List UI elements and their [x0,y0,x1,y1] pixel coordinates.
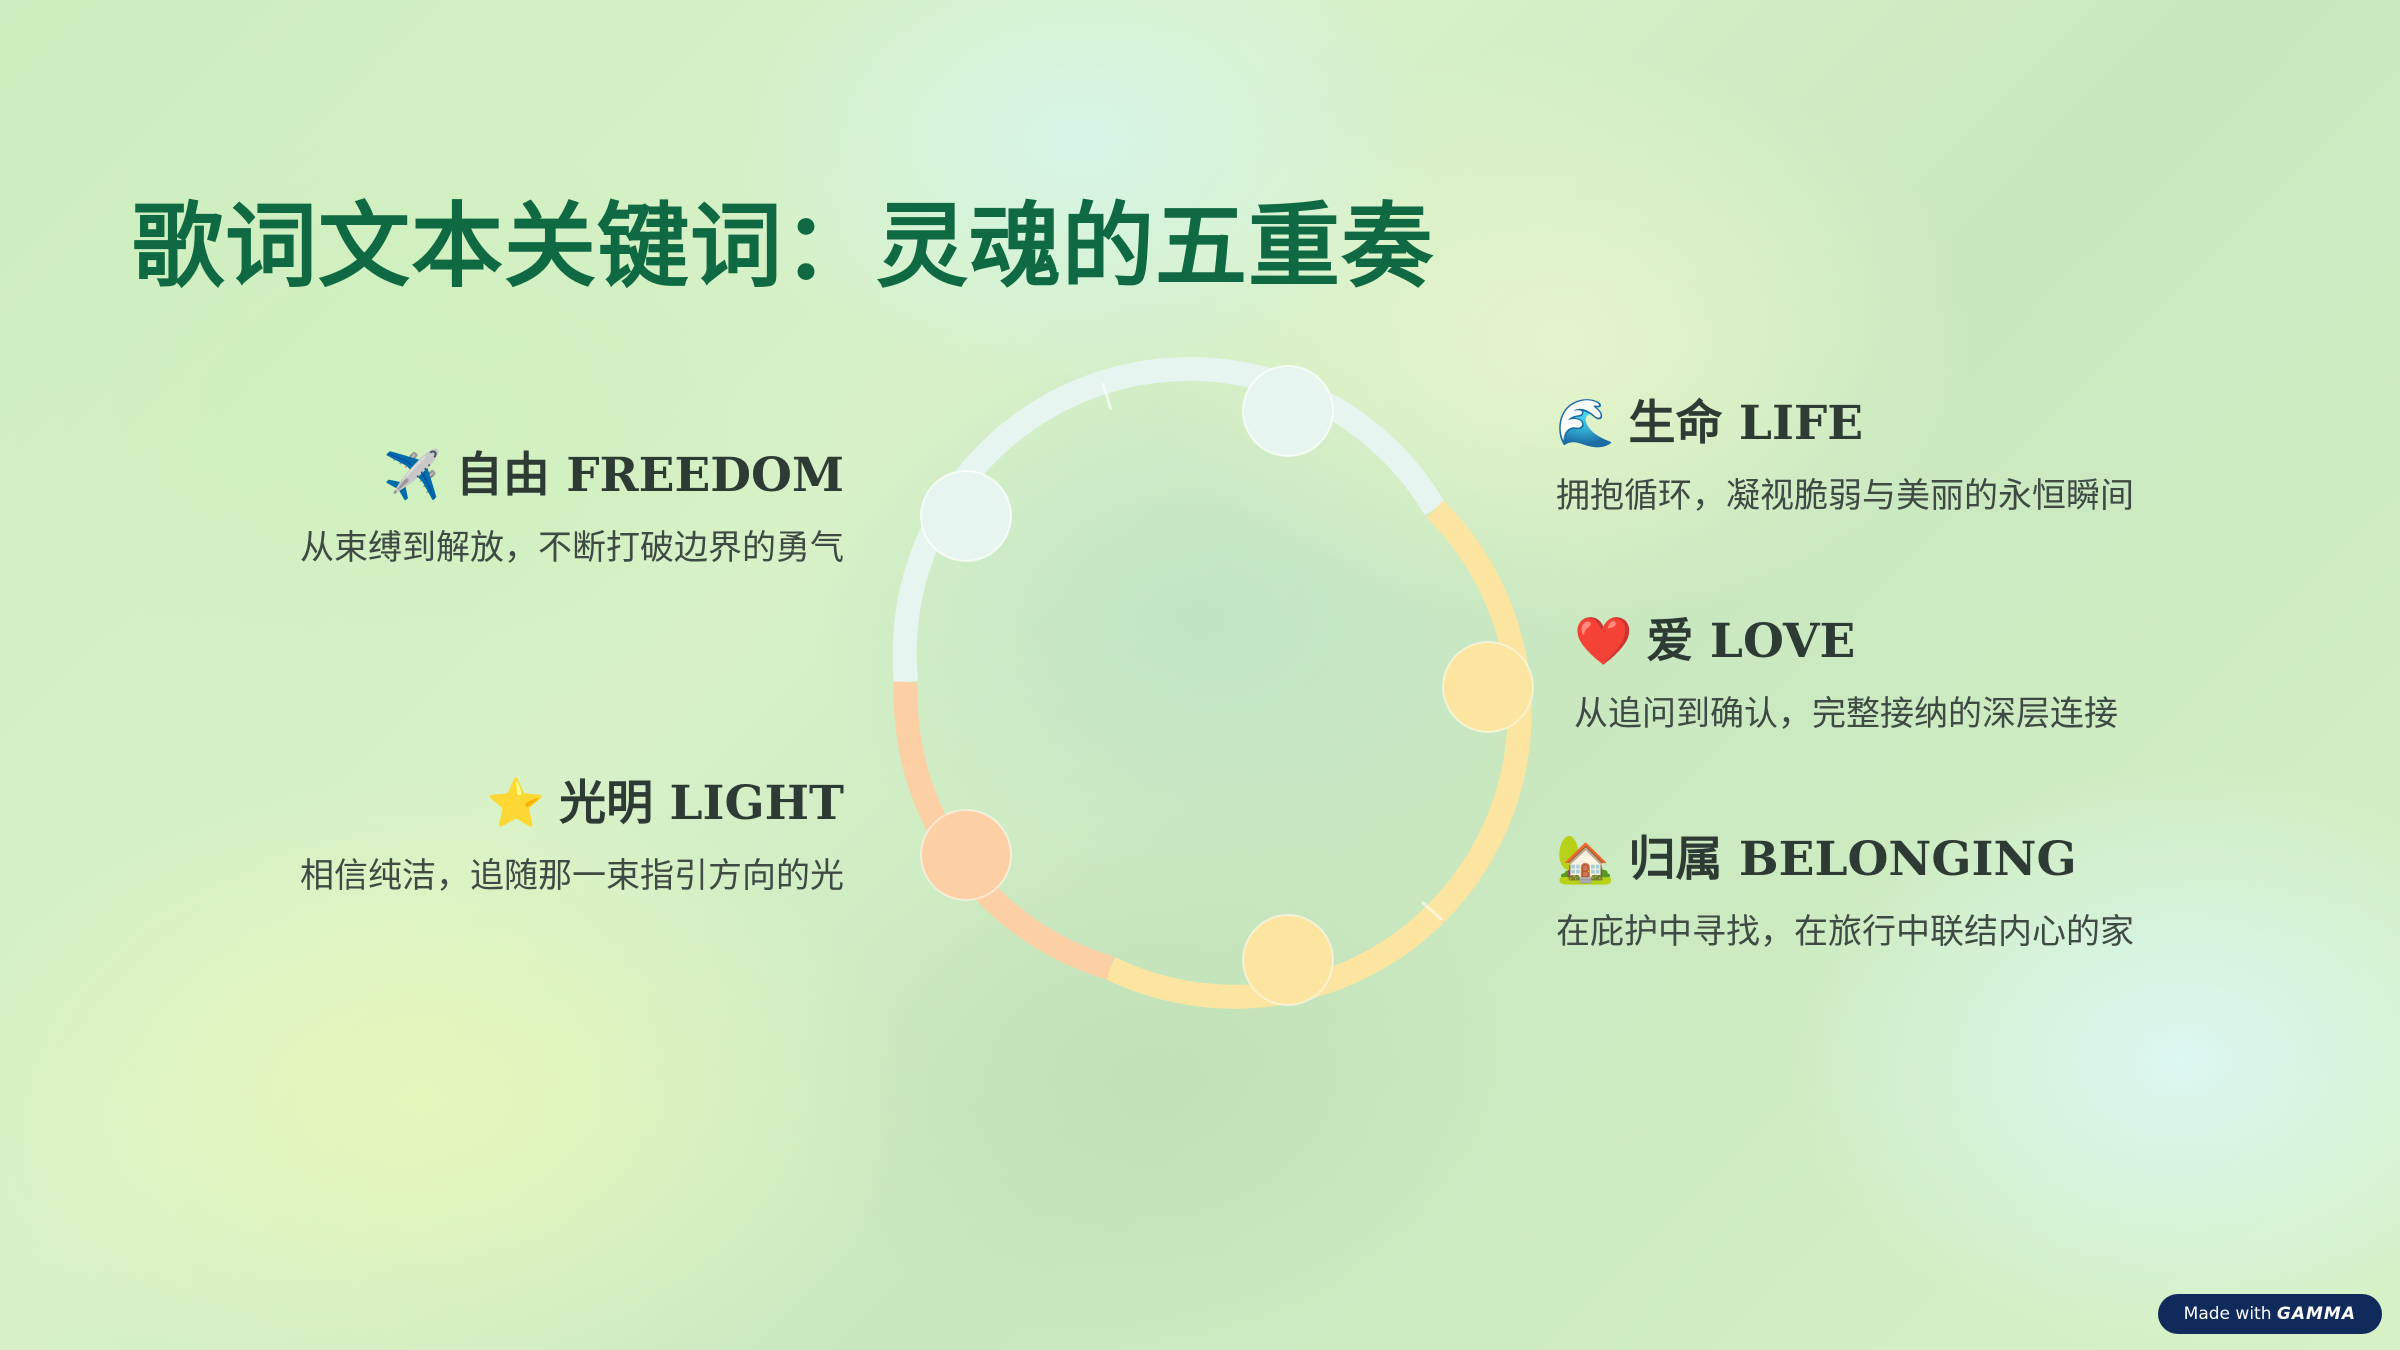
ring-divider [1420,900,1444,922]
item-life-title: 生命 LIFE [1628,396,1864,451]
ring-node-love [1442,641,1534,733]
item-love-title: 爱 LOVE [1646,614,1856,669]
house-icon: 🏡 [1556,832,1615,887]
ring-divider [1101,382,1113,411]
item-life: 🌊 生命 LIFE 拥抱循环，凝视脆弱与美丽的永恒瞬间 [1556,396,2276,519]
item-freedom-heading: ✈️ 自由 FREEDOM [124,448,844,504]
item-freedom-title: 自由 FREEDOM [455,448,844,503]
made-with-gamma-badge[interactable]: Made with GAMMA [2157,1294,2382,1334]
gamma-logo: GAMMA [2276,1304,2356,1324]
ring-arc-yellow [1104,500,1532,1009]
airplane-icon: ✈️ [383,448,442,503]
item-freedom: ✈️ 自由 FREEDOM 从束缚到解放，不断打破边界的勇气 [124,448,844,571]
item-freedom-desc: 从束缚到解放，不断打破边界的勇气 [300,528,844,569]
item-belonging-heading: 🏡 归属 BELONGING [1556,832,2276,888]
ring-node-freedom [920,470,1012,562]
item-love-heading: ❤️ 爱 LOVE [1574,614,2294,670]
ring-node-life [1242,365,1334,457]
item-light-heading: ⭐ 光明 LIGHT [124,776,844,832]
ring-arc-mint [892,356,1446,684]
item-belonging: 🏡 归属 BELONGING 在庇护中寻找，在旅行中联结内心的家 [1556,832,2276,955]
ring-node-belonging [1242,914,1334,1006]
item-love: ❤️ 爱 LOVE 从追问到确认，完整接纳的深层连接 [1574,614,2294,737]
item-belonging-desc: 在庇护中寻找，在旅行中联结内心的家 [1556,912,2134,953]
ring-node-light [920,809,1012,901]
item-life-desc: 拥抱循环，凝视脆弱与美丽的永恒瞬间 [1556,476,2134,517]
heart-icon: ❤️ [1574,614,1633,669]
item-light-desc: 相信纯洁，追随那一束指引方向的光 [300,856,844,897]
item-love-desc: 从追问到确认，完整接纳的深层连接 [1574,694,2118,735]
page-title: 歌词文本关键词：灵魂的五重奏 [132,192,1435,300]
wave-icon: 🌊 [1556,396,1615,451]
item-belonging-title: 归属 BELONGING [1628,832,2077,887]
star-icon: ⭐ [486,776,546,831]
badge-prefix: Made with [2183,1304,2272,1324]
item-light: ⭐ 光明 LIGHT 相信纯洁，追随那一束指引方向的光 [124,776,844,899]
item-life-heading: 🌊 生命 LIFE [1556,396,2276,452]
item-light-title: 光明 LIGHT [559,776,844,831]
